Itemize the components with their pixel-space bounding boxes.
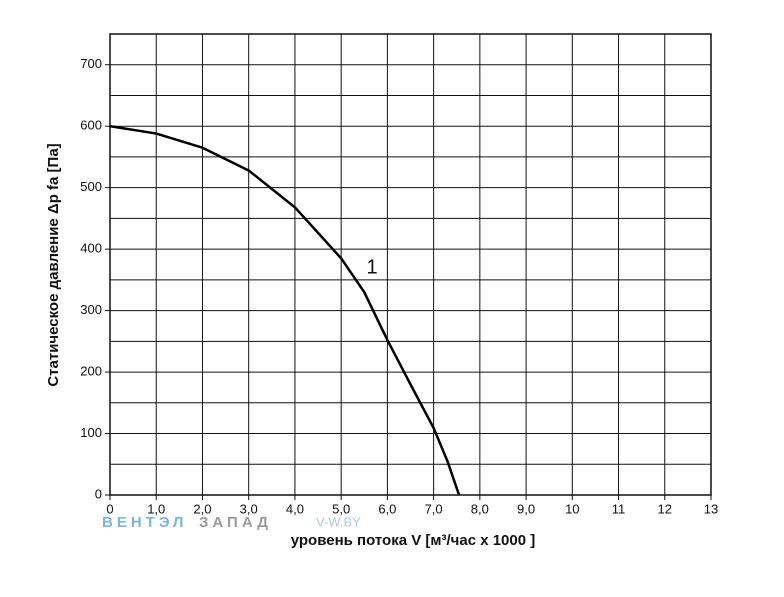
curve-label: 1 xyxy=(366,256,377,278)
x-tick-label: 4,0 xyxy=(286,501,304,516)
y-tick-label: 0 xyxy=(95,486,102,501)
y-tick-label: 600 xyxy=(80,118,102,133)
watermark: ЗАПАД xyxy=(199,514,272,531)
x-tick-label: 1,0 xyxy=(147,501,165,516)
plot-frame xyxy=(109,33,712,496)
x-tick-label: 0 xyxy=(106,501,113,516)
x-tick-label: 6,0 xyxy=(378,501,396,516)
x-tick-label: 11 xyxy=(612,501,626,516)
x-tick-label: 12 xyxy=(658,501,672,516)
y-tick-label: 300 xyxy=(80,302,102,317)
y-axis-label: Статическое давление Δp fa [Па] xyxy=(45,143,62,386)
x-tick-label: 9,0 xyxy=(517,501,535,516)
y-tick-label: 700 xyxy=(80,56,102,71)
curve xyxy=(109,124,461,496)
y-tick-label: 400 xyxy=(80,241,102,256)
x-tick-label: 3,0 xyxy=(240,501,258,516)
x-tick-label: 7,0 xyxy=(425,501,443,516)
x-axis-label: уровень потока V [м³/час x 1000 ] xyxy=(291,532,536,549)
y-tick-label: 500 xyxy=(80,179,102,194)
watermark: ВЕНТЭЛ xyxy=(102,514,187,531)
x-tick-label: 10 xyxy=(565,501,579,516)
x-tick-label: 13 xyxy=(704,501,718,516)
watermark: V-W.BY xyxy=(316,514,361,529)
x-tick-label: 2,0 xyxy=(193,501,211,516)
y-tick-label: 100 xyxy=(80,425,102,440)
x-tick-label: 5,0 xyxy=(332,501,350,516)
x-tick-label: 8,0 xyxy=(471,501,489,516)
y-tick-label: 200 xyxy=(80,364,102,379)
